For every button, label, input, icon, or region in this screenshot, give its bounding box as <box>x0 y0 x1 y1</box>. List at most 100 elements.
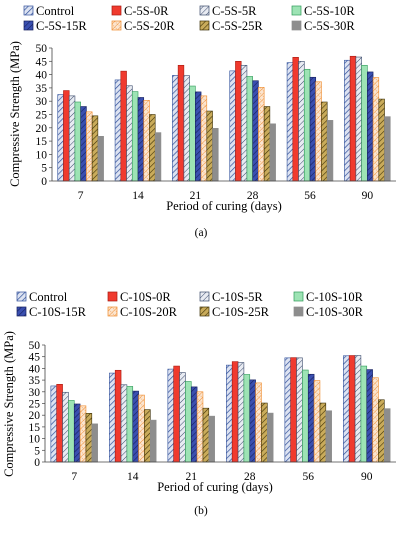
x-axis-title-a: Period of curing (days) <box>166 199 282 213</box>
legend-swatch <box>199 5 210 16</box>
bar <box>137 97 145 182</box>
panel-label-a: (a) <box>195 227 208 239</box>
legend-swatch <box>107 306 118 317</box>
bar <box>185 381 192 463</box>
bar <box>269 123 276 182</box>
legend-swatch <box>291 20 302 31</box>
bar <box>50 385 57 463</box>
x-tick-label: 90 <box>361 471 373 483</box>
y-tick-label: 45 <box>36 56 48 68</box>
legend-label: C-10S-5R <box>212 290 263 304</box>
bar <box>62 391 69 463</box>
legend-label: C-10S-0R <box>120 290 171 304</box>
legend-swatch <box>111 20 122 31</box>
bar <box>131 91 139 182</box>
y-tick-label: 20 <box>36 123 48 135</box>
bar <box>319 402 327 463</box>
bar <box>246 76 253 182</box>
y-tick-label: 25 <box>29 399 41 411</box>
bar <box>74 101 81 182</box>
legend-label: C-5S-0R <box>124 4 169 18</box>
legend-label: Control <box>29 290 68 304</box>
legend-swatch <box>16 291 27 302</box>
bar <box>200 95 208 182</box>
bar <box>80 106 87 182</box>
bar <box>172 75 179 182</box>
y-tick-label: 0 <box>41 176 47 188</box>
x-tick-label: 21 <box>190 190 202 202</box>
bar <box>372 77 380 182</box>
bar <box>255 382 262 463</box>
y-axis-title-a: Compressive Strength (MPa) <box>8 41 22 187</box>
y-tick-label: 35 <box>29 375 41 387</box>
bar <box>296 357 303 463</box>
bar <box>68 400 75 463</box>
bar <box>167 368 175 463</box>
bar <box>372 377 379 463</box>
bar <box>292 57 299 182</box>
bar <box>154 132 162 182</box>
bar <box>126 386 134 463</box>
panel-label-b: (b) <box>194 505 208 517</box>
bar <box>79 405 87 463</box>
y-axis-title-b: Compressive Strength (MPa) <box>2 331 16 477</box>
legend-label: C-5S-5R <box>212 4 257 18</box>
y-tick-label: 25 <box>36 110 48 122</box>
bar <box>114 369 122 463</box>
legend-label: C-5S-15R <box>36 19 87 33</box>
legend-swatch <box>291 5 302 16</box>
bar <box>261 402 268 463</box>
bar <box>120 70 127 182</box>
bar <box>307 373 315 463</box>
bar <box>196 391 204 463</box>
bar <box>179 372 186 463</box>
bar <box>343 355 350 463</box>
bar <box>138 394 145 463</box>
bar <box>284 357 292 463</box>
bar <box>189 85 196 182</box>
bar <box>321 101 328 182</box>
x-tick-label: 14 <box>132 190 144 202</box>
y-tick-label: 0 <box>34 457 40 469</box>
bar <box>63 90 70 182</box>
legend-swatch <box>199 291 210 302</box>
bar <box>367 71 374 182</box>
bar <box>195 91 202 182</box>
legend-label: Control <box>36 4 75 18</box>
y-tick-label: 15 <box>29 422 41 434</box>
bar <box>286 62 294 182</box>
legend-label: C-5S-30R <box>304 19 355 33</box>
x-tick-label: 56 <box>303 471 315 483</box>
legend-label: C-10S-15R <box>29 305 87 319</box>
x-tick-label: 7 <box>71 471 77 483</box>
bar <box>290 357 297 463</box>
bar <box>355 56 362 182</box>
bar <box>303 68 311 182</box>
bar <box>212 128 219 182</box>
bar <box>126 85 133 182</box>
bar <box>243 374 251 463</box>
bar <box>68 95 76 182</box>
bar <box>132 390 139 463</box>
y-tick-label: 40 <box>29 363 41 375</box>
bar <box>266 412 274 463</box>
bars-a <box>57 55 391 182</box>
bar <box>237 362 245 463</box>
bar <box>309 76 317 182</box>
bar <box>315 81 322 182</box>
bar <box>249 379 256 463</box>
legend-swatch <box>293 291 304 302</box>
bar <box>206 110 213 182</box>
legend-swatch <box>199 20 210 31</box>
legend-swatch <box>111 5 122 16</box>
y-tick-label: 50 <box>36 43 48 55</box>
bar <box>109 372 116 463</box>
bar <box>240 64 248 182</box>
bar <box>177 64 185 182</box>
legend-a: Control C-5S-0R C-5S-5R C-5S-10R C-5S-15R C-5… <box>23 4 355 33</box>
bar <box>383 408 391 463</box>
bar <box>173 365 180 463</box>
bar <box>298 60 305 182</box>
y-tick-label: 45 <box>29 352 41 364</box>
